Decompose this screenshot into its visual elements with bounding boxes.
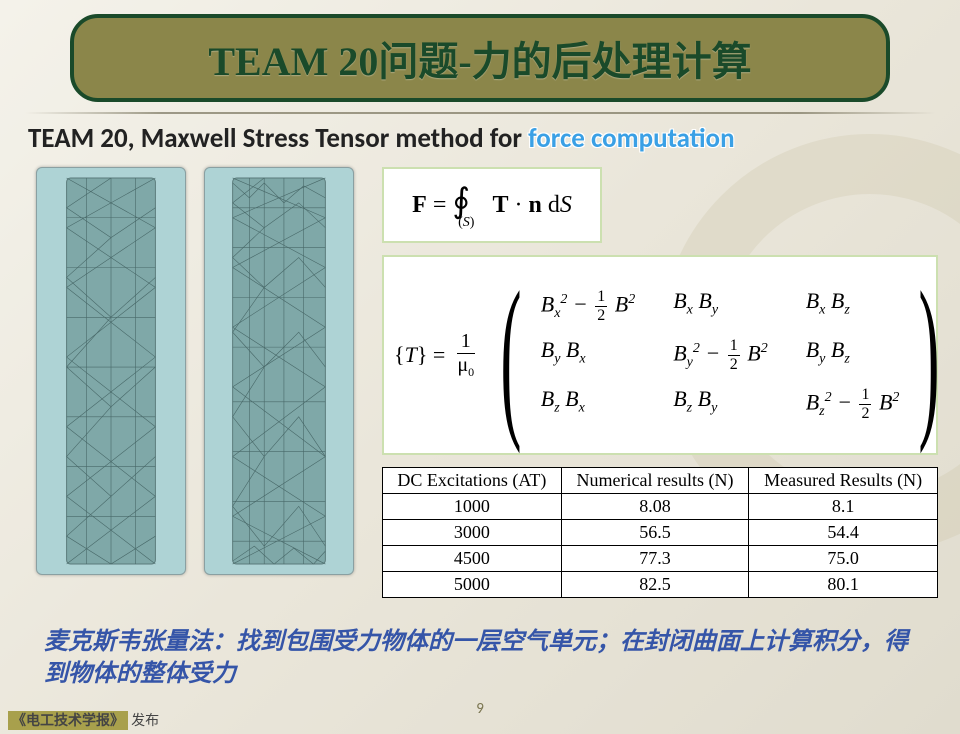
table-header: DC Excitations (AT)	[383, 468, 562, 494]
table-cell: 82.5	[561, 572, 749, 598]
mesh-figure-right	[204, 167, 354, 575]
table-cell: 75.0	[749, 546, 938, 572]
table-cell: 77.3	[561, 546, 749, 572]
footer-suffix: 发布	[128, 712, 159, 729]
content-area: F = ∮(S) T · n dS {T} = 1μ0 ( Bx2 − 12 B…	[36, 167, 940, 597]
results-table: DC Excitations (AT) Numerical results (N…	[382, 467, 938, 598]
table-cell: 80.1	[749, 572, 938, 598]
page-number: 9	[476, 700, 484, 718]
footer-journal: 《电工技术学报》	[8, 711, 128, 730]
mesh-figure-left	[36, 167, 186, 575]
footer: 《电工技术学报》 发布	[8, 710, 159, 730]
table-header: Numerical results (N)	[561, 468, 749, 494]
table-cell: 56.5	[561, 520, 749, 546]
table-header: Measured Results (N)	[749, 468, 938, 494]
slide-title-box: TEAM 20问题-力的后处理计算	[70, 14, 890, 102]
table-cell: 54.4	[749, 520, 938, 546]
table-cell: 1000	[383, 494, 562, 520]
chinese-note: 麦克斯韦张量法：找到包围受力物体的一层空气单元；在封闭曲面上计算积分，得到物体的…	[44, 626, 924, 691]
table-cell: 3000	[383, 520, 562, 546]
table-cell: 8.1	[749, 494, 938, 520]
equation-stress-tensor: {T} = 1μ0 ( Bx2 − 12 B2 Bx By Bx Bz By B…	[382, 255, 938, 455]
divider	[25, 112, 935, 114]
subtitle-prefix: TEAM 20, Maxwell Stress Tensor method fo…	[28, 122, 528, 155]
table-cell: 4500	[383, 546, 562, 572]
table-cell: 8.08	[561, 494, 749, 520]
equation-force-integral: F = ∮(S) T · n dS	[382, 167, 602, 243]
slide-title: TEAM 20问题-力的后处理计算	[208, 29, 751, 87]
table-cell: 5000	[383, 572, 562, 598]
subtitle: TEAM 20, Maxwell Stress Tensor method fo…	[28, 122, 960, 155]
subtitle-highlight: force computation	[528, 122, 734, 155]
